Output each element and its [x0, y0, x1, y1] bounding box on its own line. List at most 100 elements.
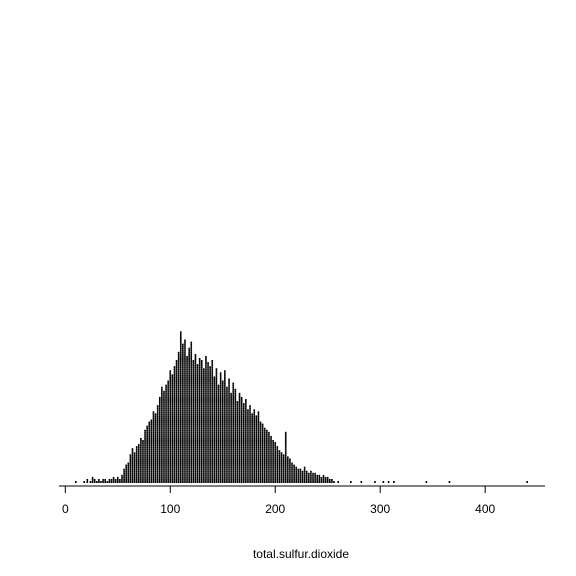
dot-mark	[175, 411, 178, 414]
dot-mark	[236, 466, 239, 469]
dot-mark	[234, 419, 237, 422]
dot-mark	[257, 425, 260, 428]
dot-mark	[282, 470, 285, 473]
dot-mark	[278, 456, 281, 459]
dot-mark	[230, 456, 232, 459]
dot-mark	[125, 481, 127, 483]
dot-mark	[297, 481, 300, 483]
dot-mark	[255, 450, 258, 453]
dot-mark	[196, 401, 199, 404]
dot-mark	[207, 470, 209, 473]
dot-mark	[219, 468, 222, 471]
dot-mark	[211, 476, 214, 479]
dot-stack	[263, 427, 266, 483]
dot-mark	[209, 419, 211, 422]
dot-mark	[232, 415, 235, 418]
dot-mark	[150, 462, 153, 465]
dot-mark	[156, 433, 159, 436]
dot-mark	[196, 376, 199, 379]
dot-stack	[226, 386, 228, 483]
dot-mark	[318, 478, 321, 481]
dot-mark	[175, 433, 178, 436]
dot-mark	[169, 427, 172, 430]
dot-mark	[249, 466, 251, 469]
dot-mark	[257, 462, 260, 465]
dot-mark	[211, 452, 214, 455]
dot-mark	[247, 452, 249, 455]
dot-mark	[291, 462, 293, 465]
dot-mark	[175, 466, 178, 469]
dot-mark	[142, 474, 144, 477]
dot-mark	[295, 478, 298, 481]
dot-mark	[194, 376, 197, 379]
dot-mark	[163, 390, 165, 393]
dot-mark	[270, 446, 272, 449]
dot-mark	[158, 419, 161, 422]
dot-mark	[268, 452, 270, 455]
dot-mark	[213, 382, 216, 385]
dot-mark	[221, 405, 224, 408]
dot-mark	[173, 384, 176, 387]
dot-mark	[236, 411, 239, 414]
dot-mark	[217, 435, 220, 438]
dot-mark	[255, 478, 258, 481]
dot-mark	[142, 472, 144, 475]
dot-mark	[234, 446, 237, 449]
dot-mark	[240, 454, 243, 457]
dot-mark	[194, 380, 197, 383]
dot-mark	[182, 448, 184, 451]
dot-mark	[200, 411, 203, 414]
dot-mark	[207, 433, 209, 436]
dot-mark	[280, 481, 283, 483]
dot-mark	[171, 374, 174, 377]
dot-mark	[255, 417, 258, 420]
dot-mark	[209, 366, 211, 369]
dot-mark	[234, 456, 237, 459]
dot-mark	[184, 435, 186, 438]
dot-mark	[146, 437, 148, 440]
dot-mark	[192, 450, 195, 453]
dot-mark	[203, 456, 205, 459]
dot-mark	[217, 405, 220, 408]
dot-mark	[219, 433, 222, 436]
dot-mark	[207, 462, 209, 465]
dot-mark	[165, 462, 167, 465]
dot-mark	[228, 481, 230, 483]
dot-mark	[184, 427, 186, 430]
dot-mark	[215, 450, 218, 453]
dot-mark	[194, 358, 197, 360]
dot-mark	[154, 437, 157, 440]
dot-mark	[224, 433, 226, 436]
dot-mark	[249, 421, 251, 424]
dot-mark	[207, 362, 209, 365]
dot-mark	[203, 370, 205, 373]
dot-mark	[152, 462, 155, 465]
dot-mark	[278, 481, 281, 483]
dot-mark	[215, 448, 218, 451]
dot-mark	[224, 403, 226, 406]
dot-mark	[268, 462, 270, 465]
dot-mark	[182, 442, 184, 445]
dot-mark	[140, 478, 142, 481]
dot-mark	[175, 454, 178, 457]
dot-mark	[104, 481, 106, 483]
dot-mark	[171, 470, 174, 473]
dot-mark	[276, 474, 279, 477]
dot-stack	[100, 481, 102, 483]
dot-mark	[230, 468, 232, 471]
dot-mark	[247, 437, 249, 440]
dot-mark	[251, 452, 253, 455]
dot-mark	[238, 450, 241, 453]
dot-mark	[221, 440, 224, 442]
dot-mark	[242, 452, 245, 455]
dot-mark	[219, 423, 222, 426]
dot-mark	[274, 476, 277, 479]
dot-mark	[158, 435, 161, 438]
dot-mark	[186, 478, 188, 481]
dot-mark	[242, 474, 245, 477]
dot-mark	[245, 472, 247, 475]
dot-mark	[198, 403, 201, 406]
dot-mark	[173, 460, 176, 463]
dot-mark	[221, 423, 224, 426]
dot-stack	[133, 452, 136, 483]
